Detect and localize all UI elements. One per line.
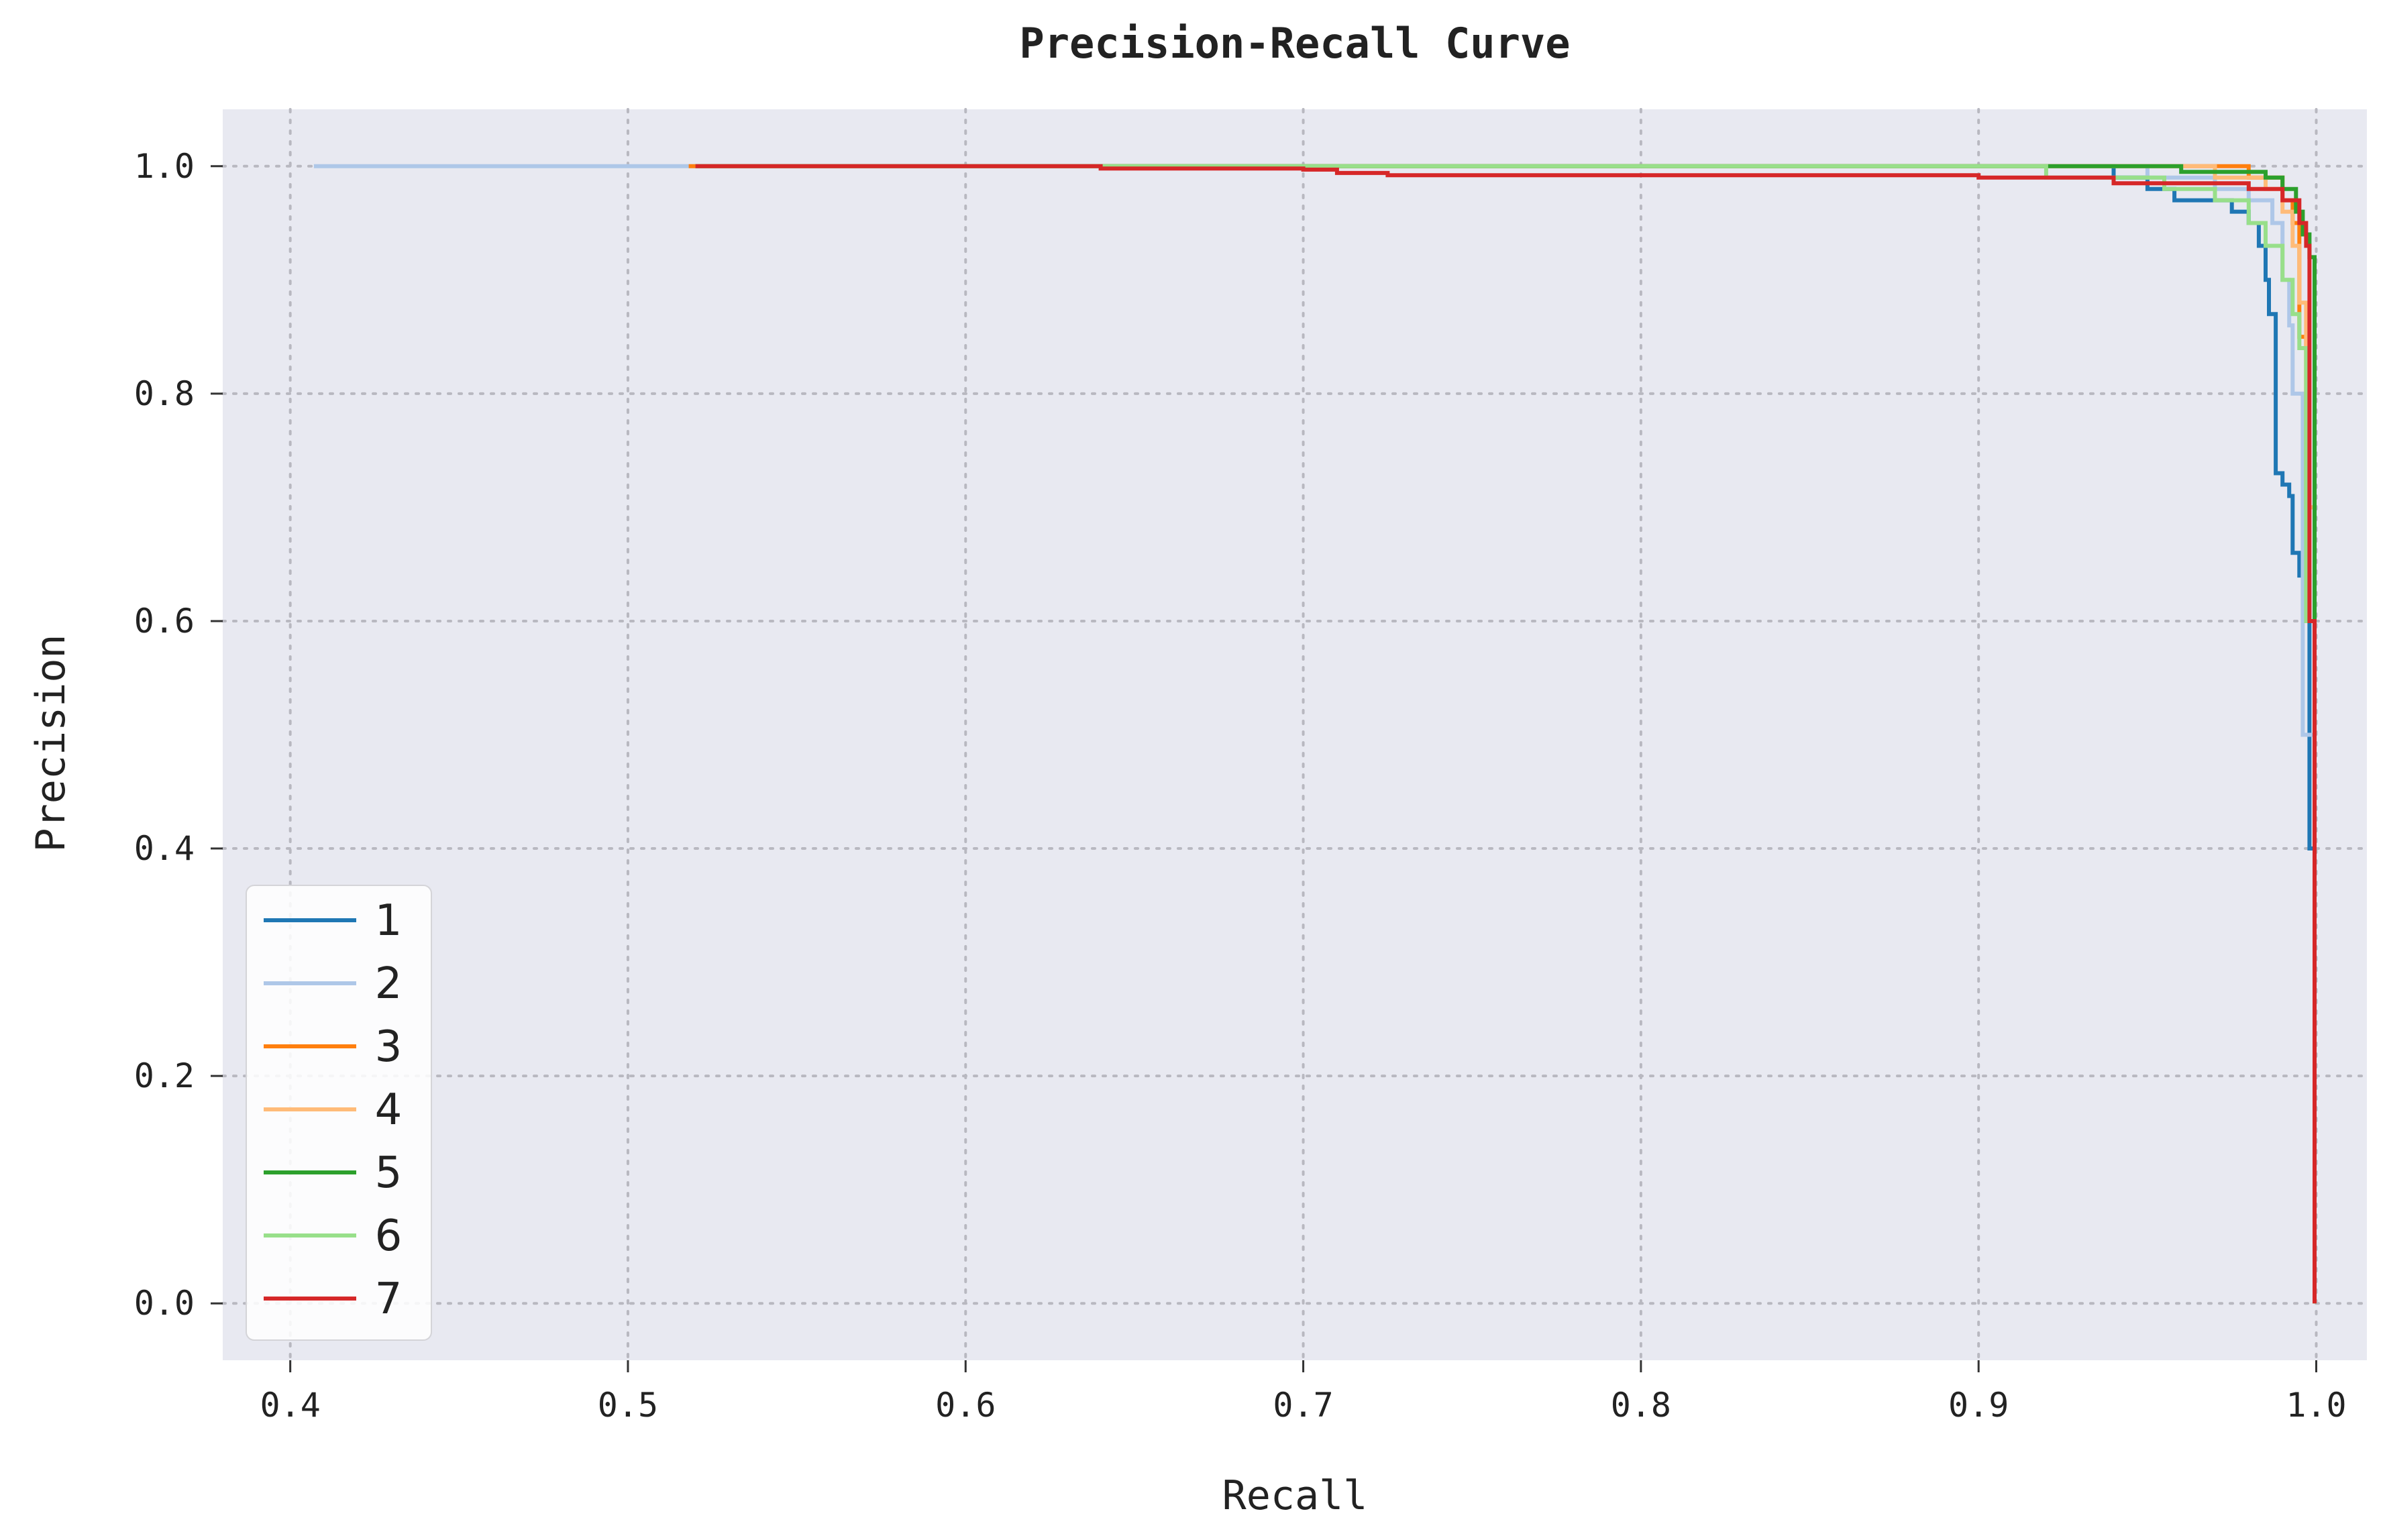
legend: 1 2 3 4 5 6 7 [246, 885, 432, 1341]
y-axis-label: Precision [28, 634, 74, 852]
x-tick-label: 1.0 [2286, 1386, 2346, 1425]
x-tick-label: 0.4 [260, 1386, 321, 1425]
legend-label-4: 4 [375, 1085, 403, 1135]
legend-box [246, 885, 432, 1341]
x-tick-label: 0.5 [598, 1386, 658, 1425]
y-tick-label: 0.4 [134, 829, 195, 868]
y-tick-label: 0.6 [134, 602, 195, 641]
legend-label-1: 1 [375, 896, 403, 946]
x-axis-label: Recall [1222, 1472, 1368, 1519]
legend-label-7: 7 [375, 1274, 403, 1324]
y-tick-label: 0.2 [134, 1056, 195, 1095]
series-lines [313, 164, 2317, 1304]
x-tick-label: 0.6 [935, 1386, 996, 1425]
plot-area [223, 109, 2367, 1360]
axis-ticks: 0.4 0.5 0.6 0.7 0.8 0.9 1.0 0.0 0.2 0.4 0.6 0.8 1.0 [134, 147, 2347, 1425]
legend-label-2: 2 [375, 959, 403, 1009]
chart-title: Precision-Recall Curve [1019, 19, 1570, 68]
x-tick-label: 0.9 [1948, 1386, 2009, 1425]
legend-label-5: 5 [375, 1148, 403, 1198]
legend-label-6: 6 [375, 1211, 403, 1261]
y-tick-label: 1.0 [134, 147, 195, 186]
y-tick-label: 0.0 [134, 1284, 195, 1323]
legend-label-3: 3 [375, 1022, 403, 1072]
x-tick-label: 0.7 [1273, 1386, 1333, 1425]
y-tick-label: 0.8 [134, 374, 195, 413]
series-line-7 [695, 164, 2317, 1304]
x-tick-label: 0.8 [1611, 1386, 1671, 1425]
